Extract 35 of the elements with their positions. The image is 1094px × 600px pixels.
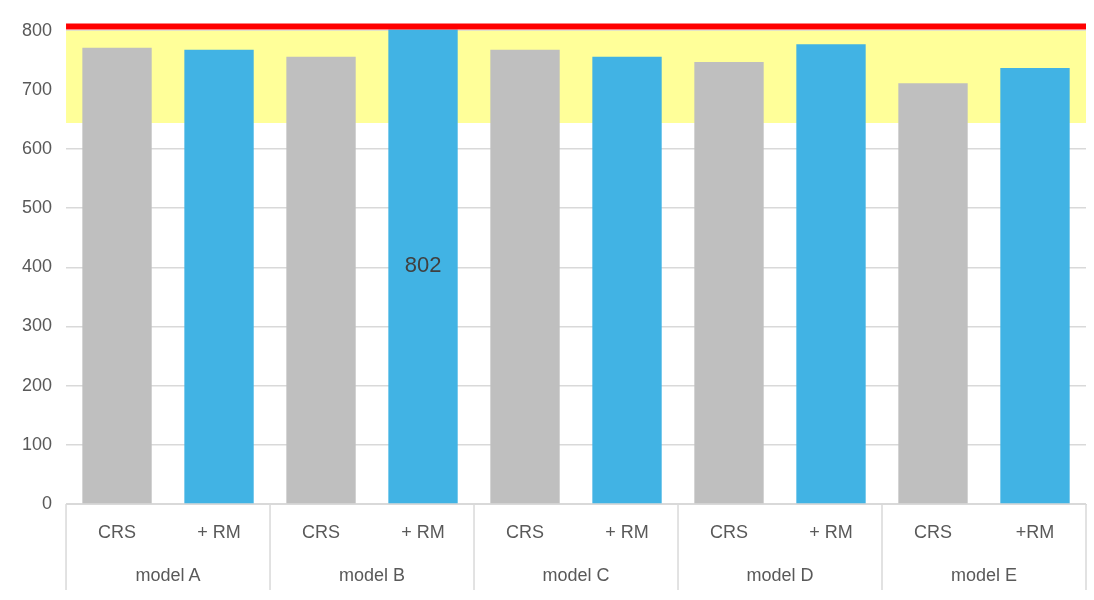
bar [184, 49, 254, 504]
bar [898, 83, 968, 504]
x-tick-label: CRS [98, 521, 137, 542]
x-tick-label: + RM [197, 521, 241, 542]
bar [82, 47, 152, 504]
x-tick-label: CRS [302, 521, 341, 542]
bar [796, 44, 866, 504]
bar [286, 56, 356, 504]
x-tick-label: + RM [809, 521, 853, 542]
y-tick-label: 800 [21, 19, 53, 40]
y-tick-label: 200 [21, 374, 53, 395]
bar [1000, 67, 1070, 504]
x-tick-label: CRS [914, 521, 953, 542]
text: model C [542, 564, 610, 585]
y-tick-label: 700 [21, 78, 53, 99]
bar [592, 56, 662, 504]
x-tick-label: + RM [605, 521, 649, 542]
y-tick-label: 0 [42, 492, 53, 513]
y-tick-label: 400 [21, 256, 53, 277]
text: model E [950, 564, 1018, 585]
x-tick-label: + RM [401, 521, 445, 542]
data-label: 802 [404, 252, 442, 278]
text: model A [135, 564, 201, 585]
y-tick-label: 500 [21, 197, 53, 218]
bar [490, 49, 560, 504]
text: model D [746, 564, 814, 585]
y-tick-label: 600 [21, 138, 53, 159]
bar [694, 62, 764, 504]
y-tick-label: 100 [21, 433, 53, 454]
x-tick-label: CRS [506, 521, 545, 542]
text: model B [339, 564, 406, 585]
x-tick-label: +RM [1015, 521, 1055, 542]
x-tick-label: CRS [710, 521, 749, 542]
bar [388, 29, 458, 504]
y-tick-label: 300 [21, 315, 53, 336]
